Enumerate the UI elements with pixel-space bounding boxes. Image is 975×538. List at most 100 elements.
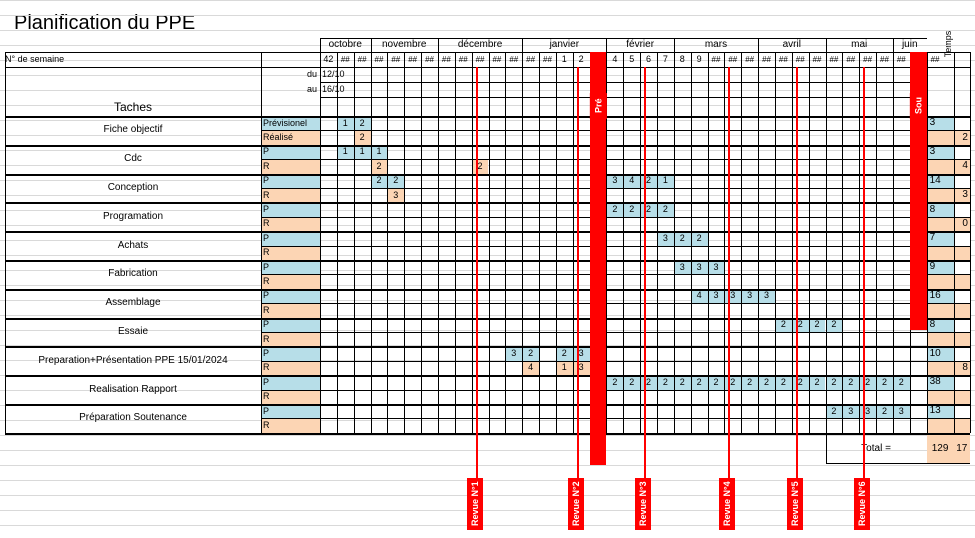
week-column-line — [353, 52, 355, 433]
real-cell: 2 — [353, 130, 371, 145]
revue-line — [795, 67, 798, 530]
task-hline — [261, 245, 970, 247]
plan-row-label: P — [261, 375, 320, 390]
month-divider — [758, 38, 760, 52]
task-name: Cdc — [124, 153, 142, 165]
week-number: 42 — [323, 54, 334, 64]
plan-cell: 2 — [606, 202, 624, 217]
month-header: mars — [704, 39, 728, 50]
revue-line — [728, 67, 731, 530]
task-hline — [261, 418, 970, 420]
plan-cell: 1 — [370, 144, 388, 160]
plan-total-right — [953, 375, 970, 390]
sheet-gridline — [0, 450, 975, 451]
real-row-label: R — [261, 274, 320, 289]
sheet-gridline — [0, 120, 975, 121]
real-total — [926, 245, 954, 260]
total-frame — [825, 462, 970, 464]
real-row-label: R — [261, 303, 320, 318]
real-row-label: R — [261, 418, 320, 433]
plan-cell: 2 — [640, 202, 657, 217]
taches-header: Taches — [113, 99, 153, 114]
task-hline — [261, 360, 970, 362]
week-column-line — [404, 52, 406, 433]
week-column-line — [539, 52, 541, 433]
plan-total: 3 — [926, 116, 954, 131]
sheet-gridline — [0, 90, 975, 91]
task-hline — [261, 332, 970, 333]
plan-cell: 2 — [690, 231, 708, 246]
real-total — [926, 303, 954, 318]
sheet-gridline — [0, 195, 975, 196]
plan-cell: 2 — [741, 375, 759, 390]
week-column-line — [808, 52, 810, 433]
week-column-line — [758, 52, 760, 433]
du-value: 12/10 — [322, 69, 345, 79]
presentation-marker-label: Pré — [589, 93, 607, 119]
plan-total: 8 — [926, 202, 954, 217]
plan-cell: 2 — [808, 317, 826, 332]
week-number: ## — [812, 54, 822, 64]
plan-cell: 1 — [353, 144, 371, 160]
month-divider — [892, 38, 894, 52]
real-cell: 3 — [387, 188, 405, 203]
real-cell: 1 — [555, 360, 573, 376]
task-hline — [5, 288, 970, 291]
week-number: ## — [896, 54, 906, 64]
week-column-line — [555, 52, 557, 433]
sheet-gridline — [0, 240, 975, 241]
plan-total-right — [953, 202, 970, 217]
task-hline — [5, 231, 970, 234]
plan-cell: 3 — [892, 404, 910, 419]
sheet-gridline — [0, 285, 975, 286]
sheet-gridline — [0, 465, 975, 466]
real-total-right: 2 — [953, 130, 970, 145]
week-column-line — [640, 52, 642, 433]
plan-cell: 2 — [774, 317, 792, 332]
plan-cell: 1 — [336, 116, 354, 131]
month-divider — [825, 38, 827, 52]
plan-row-label: P — [261, 202, 320, 217]
task-hline — [261, 389, 970, 391]
month-header: mai — [851, 39, 868, 50]
sheet-gridline — [0, 135, 975, 136]
revue-label: Revue N°3 — [635, 478, 652, 530]
real-total-right: 0 — [953, 216, 970, 232]
task-hline — [261, 130, 970, 132]
plan-cell: 2 — [673, 375, 691, 390]
total-label: Total = — [861, 442, 891, 454]
plan-cell: 2 — [707, 375, 725, 390]
task-hline — [5, 404, 970, 406]
month-header: juin — [901, 39, 918, 50]
plan-cell: 3 — [707, 288, 725, 304]
real-cell: 2 — [471, 159, 489, 174]
week-column-line — [876, 52, 878, 433]
week-number: ## — [526, 54, 536, 64]
week-column-line — [437, 52, 439, 433]
plan-cell: 2 — [724, 375, 742, 390]
sheet-gridline — [0, 525, 975, 526]
revue-line — [863, 67, 866, 530]
week-column-line — [370, 52, 372, 433]
real-total-right — [953, 245, 970, 260]
task-hline — [5, 317, 970, 320]
plan-cell: 3 — [758, 288, 775, 304]
sheet-gridline — [0, 345, 975, 346]
plan-cell: 3 — [859, 404, 877, 419]
plan-cell: 2 — [791, 375, 809, 390]
sheet-gridline — [0, 480, 975, 481]
plan-cell: 2 — [522, 346, 540, 361]
real-row-label: R — [261, 389, 320, 404]
plan-cell: 2 — [640, 375, 657, 390]
week-number: ## — [441, 54, 451, 64]
revue-label: Revue N°6 — [854, 478, 871, 530]
revue-label: Revue N°5 — [786, 478, 803, 530]
real-cell: 2 — [370, 159, 388, 174]
real-total-right: 4 — [953, 159, 970, 174]
plan-cell: 1 — [657, 173, 674, 188]
month-divider — [370, 38, 372, 52]
week-number: 7 — [662, 54, 668, 64]
real-row-label: R — [261, 332, 320, 347]
sheet-gridline — [0, 315, 975, 316]
plan-total-right — [953, 231, 970, 246]
